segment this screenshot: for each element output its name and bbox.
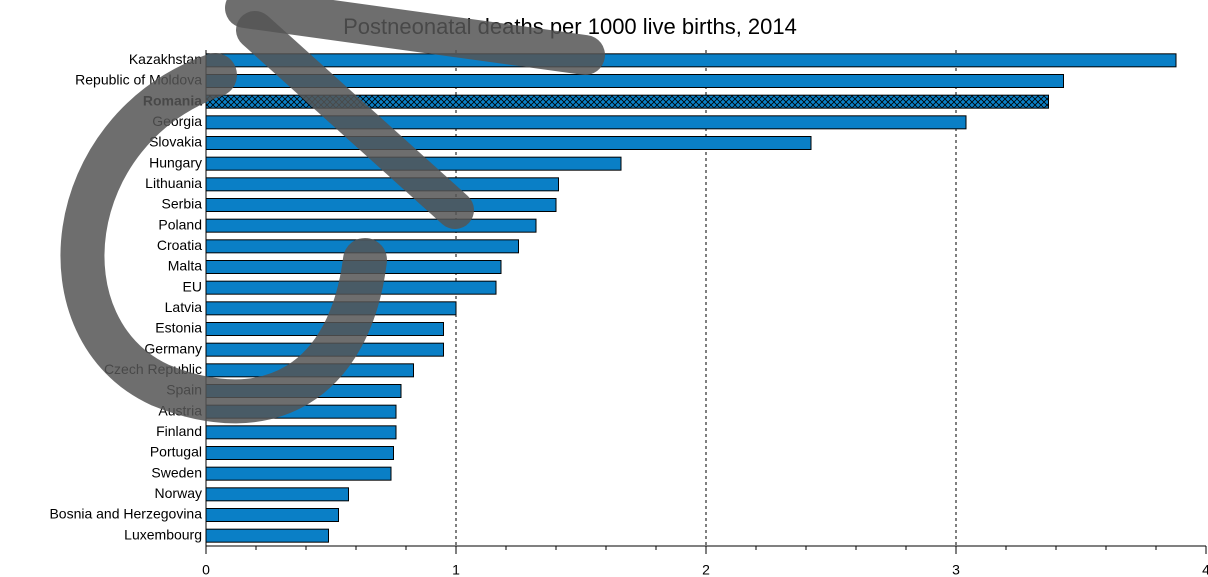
bar [205, 425, 397, 440]
y-tick-label: Germany [144, 340, 202, 356]
bar [205, 136, 812, 150]
y-tick-label: Estonia [155, 320, 202, 336]
y-tick-label: Norway [155, 485, 202, 501]
x-tick-label: 4 [1202, 562, 1208, 577]
bar [205, 508, 339, 522]
bar [205, 528, 329, 543]
y-tick-label: Malta [168, 258, 202, 274]
bar [205, 487, 349, 502]
y-tick-label: Luxembourg [124, 526, 202, 542]
y-tick-label: Latvia [165, 299, 203, 315]
y-tick-label: Serbia [162, 196, 203, 212]
y-tick-label: Kazakhstan [129, 51, 202, 67]
annotation-stroke [60, 53, 387, 424]
x-tick-label: 1 [452, 562, 460, 577]
y-tick-label: Poland [158, 216, 202, 232]
y-tick-label: Hungary [149, 154, 202, 170]
bar [205, 446, 394, 460]
bar [205, 198, 557, 212]
y-tick-label: EU [183, 278, 202, 294]
y-tick-label: Slovakia [149, 134, 202, 150]
y-tick-label: Croatia [157, 237, 202, 253]
y-tick-label: Lithuania [145, 175, 202, 191]
bar [205, 466, 392, 481]
y-tick-label: Finland [156, 423, 202, 439]
y-tick-label: Bosnia and Herzegovina [49, 506, 202, 522]
y-tick-label: Sweden [151, 464, 202, 480]
annotation-stroke [236, 11, 474, 229]
x-tick-label: 0 [202, 562, 210, 577]
bar [205, 218, 537, 233]
bar [205, 53, 1177, 68]
bar [205, 115, 967, 130]
y-tick-label: Portugal [150, 444, 202, 460]
annotation-overlay [60, 0, 605, 424]
bar [205, 177, 559, 192]
x-tick-label: 2 [702, 562, 710, 577]
annotation-stroke [225, 0, 605, 75]
x-tick-label: 3 [952, 562, 960, 577]
